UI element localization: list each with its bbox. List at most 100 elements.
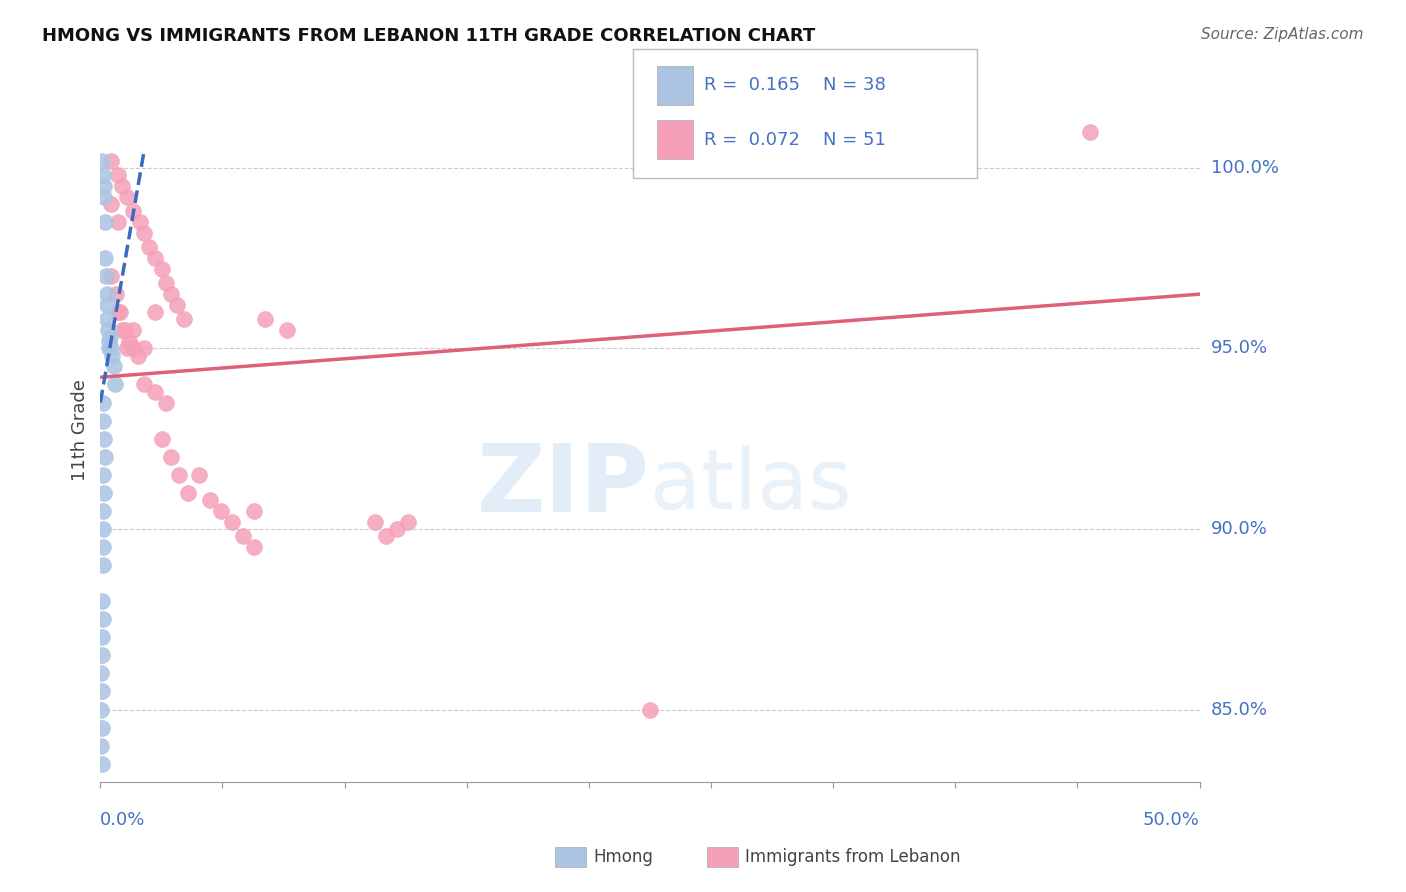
Text: atlas: atlas (650, 445, 852, 526)
Point (114, 323, 136, 337)
Text: R =  0.165    N = 38: R = 0.165 N = 38 (704, 77, 886, 95)
Point (91, 413, 114, 427)
Point (108, 305, 131, 319)
Point (122, 204, 145, 219)
Point (276, 323, 298, 337)
Point (177, 485, 200, 500)
Point (91, 684, 114, 698)
Point (1078, 125, 1101, 139)
Point (232, 529, 254, 543)
Point (91, 395, 114, 409)
Point (169, 467, 191, 482)
Point (127, 349, 149, 363)
Point (93, 432, 115, 446)
Text: ZIP: ZIP (477, 440, 650, 532)
Text: Source: ZipAtlas.com: Source: ZipAtlas.com (1201, 27, 1364, 42)
Point (90, 739, 112, 753)
Text: 85.0%: 85.0% (1211, 700, 1268, 719)
Point (134, 377, 156, 392)
Point (96, 298, 118, 312)
Point (118, 334, 141, 348)
Point (98, 342, 121, 356)
Text: R =  0.072    N = 51: R = 0.072 N = 51 (704, 130, 886, 149)
Point (173, 312, 195, 326)
Point (97, 334, 120, 348)
Point (91, 540, 114, 554)
Point (90, 756, 112, 771)
Point (94, 215, 117, 229)
Point (91, 467, 114, 482)
Text: HMONG VS IMMIGRANTS FROM LEBANON 11TH GRADE CORRELATION CHART: HMONG VS IMMIGRANTS FROM LEBANON 11TH GR… (42, 27, 815, 45)
Point (97, 323, 120, 337)
Point (93, 178, 115, 193)
Point (93, 485, 115, 500)
Point (166, 298, 188, 312)
Point (143, 384, 166, 399)
Point (364, 515, 387, 529)
Point (107, 168, 129, 182)
Point (209, 504, 232, 518)
Point (107, 215, 129, 229)
Point (107, 305, 129, 319)
Point (91, 594, 114, 608)
Point (375, 529, 398, 543)
Point (159, 450, 181, 464)
Point (221, 515, 243, 529)
Text: 0.0%: 0.0% (100, 811, 146, 829)
Point (143, 251, 166, 265)
Point (188, 467, 211, 482)
Point (111, 178, 134, 193)
Point (115, 342, 138, 356)
Point (155, 277, 177, 291)
Point (100, 197, 122, 211)
Point (122, 323, 145, 337)
Point (96, 312, 118, 326)
Point (122, 342, 145, 356)
Point (90, 721, 112, 735)
Text: Immigrants from Lebanon: Immigrants from Lebanon (745, 848, 960, 866)
Point (115, 189, 138, 203)
Point (91, 153, 114, 168)
Point (134, 342, 156, 356)
Point (243, 540, 266, 554)
Point (91, 168, 114, 182)
Point (104, 377, 127, 392)
Point (91, 522, 114, 536)
Point (103, 359, 125, 374)
Text: Hmong: Hmong (593, 848, 654, 866)
Point (98, 330, 121, 344)
Point (254, 312, 277, 326)
Point (243, 504, 266, 518)
Y-axis label: 11th Grade: 11th Grade (72, 379, 89, 481)
Point (150, 432, 173, 446)
Point (159, 287, 181, 301)
Point (143, 305, 166, 319)
Point (94, 251, 117, 265)
Point (200, 493, 222, 508)
Point (100, 269, 122, 284)
Point (155, 395, 177, 409)
Point (94, 269, 117, 284)
Point (90, 666, 112, 681)
Point (91, 504, 114, 518)
Point (90, 648, 112, 663)
Point (100, 342, 122, 356)
Text: 100.0%: 100.0% (1211, 159, 1278, 177)
Point (91, 612, 114, 626)
Point (150, 261, 173, 276)
Point (96, 287, 118, 301)
Point (396, 515, 419, 529)
Point (638, 702, 661, 716)
Text: 50.0%: 50.0% (1143, 811, 1199, 829)
Point (91, 630, 114, 644)
Point (111, 323, 134, 337)
Point (91, 558, 114, 572)
Point (134, 226, 156, 240)
Point (94, 450, 117, 464)
Point (129, 215, 152, 229)
Point (385, 522, 408, 536)
Text: 90.0%: 90.0% (1211, 520, 1267, 538)
Point (100, 153, 122, 168)
Point (93, 189, 115, 203)
Point (101, 349, 124, 363)
